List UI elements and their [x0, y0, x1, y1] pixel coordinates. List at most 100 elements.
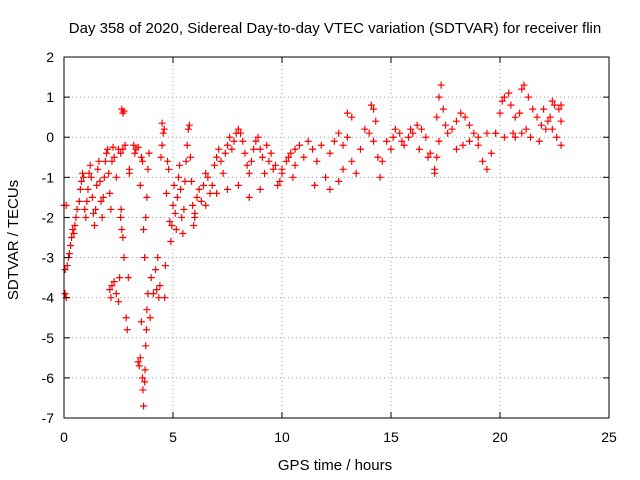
- data-point: [535, 137, 543, 145]
- data-point: [121, 141, 129, 149]
- y-tick-label: -2: [42, 209, 55, 225]
- data-point: [465, 137, 473, 145]
- x-axis-label: GPS time / hours: [278, 457, 392, 474]
- data-point: [409, 129, 417, 137]
- data-point: [189, 201, 197, 209]
- data-point: [224, 141, 231, 149]
- data-point: [112, 290, 120, 298]
- data-point: [287, 149, 295, 157]
- data-point: [93, 181, 101, 189]
- data-point: [413, 121, 421, 129]
- data-point: [154, 254, 162, 262]
- data-point: [237, 129, 245, 137]
- data-point: [210, 161, 218, 169]
- data-point: [120, 107, 128, 115]
- data-point: [176, 161, 184, 169]
- data-point: [138, 374, 146, 382]
- data-point: [72, 213, 80, 221]
- data-point: [370, 105, 378, 113]
- data-point: [146, 314, 154, 322]
- data-point: [103, 149, 111, 157]
- data-point: [122, 314, 130, 322]
- data-point: [197, 197, 205, 205]
- x-tick-label: 15: [383, 429, 399, 445]
- data-point: [141, 254, 149, 262]
- data-point: [274, 181, 282, 189]
- data-point: [118, 225, 126, 233]
- data-point: [404, 133, 412, 141]
- data-point: [131, 149, 139, 157]
- data-point: [106, 189, 114, 197]
- x-tick-label: 0: [60, 429, 68, 445]
- data-point: [141, 366, 149, 374]
- data-point: [551, 101, 558, 109]
- data-point: [157, 153, 165, 161]
- data-point: [433, 113, 441, 121]
- data-point: [162, 189, 170, 197]
- data-point: [461, 113, 469, 121]
- data-point: [442, 121, 449, 129]
- data-point: [183, 141, 191, 149]
- data-point: [158, 119, 166, 127]
- data-point: [76, 185, 84, 193]
- x-tick-label: 20: [492, 429, 508, 445]
- data-point: [110, 278, 118, 286]
- data-point: [95, 157, 103, 165]
- data-point: [161, 262, 169, 270]
- data-point: [169, 201, 177, 209]
- data-point: [153, 286, 161, 294]
- data-point: [234, 181, 242, 189]
- data-point: [400, 141, 408, 149]
- data-point: [117, 149, 125, 157]
- data-point: [142, 342, 150, 350]
- y-axis-label: SDTVAR / TECUs: [5, 180, 22, 300]
- data-point: [221, 149, 229, 157]
- data-point: [356, 145, 364, 153]
- data-point: [459, 141, 467, 149]
- y-tick-label: -3: [42, 250, 55, 266]
- data-point: [206, 189, 214, 197]
- y-tick-label: -7: [42, 410, 55, 426]
- plot-frame: [63, 56, 610, 419]
- data-point: [498, 97, 506, 105]
- data-point: [507, 101, 515, 109]
- data-point: [339, 141, 347, 149]
- data-point: [269, 165, 277, 173]
- data-point: [71, 221, 79, 229]
- data-point: [522, 125, 530, 133]
- data-point: [141, 378, 149, 386]
- data-point: [247, 157, 255, 165]
- data-point: [116, 274, 124, 282]
- data-point: [313, 157, 321, 165]
- data-point: [500, 93, 508, 101]
- data-point: [83, 197, 91, 205]
- data-point: [479, 157, 487, 165]
- data-point: [415, 145, 423, 153]
- x-tick-label: 10: [274, 429, 290, 445]
- data-point: [435, 93, 443, 101]
- data-point: [159, 129, 167, 137]
- data-point: [555, 105, 563, 113]
- data-point: [149, 290, 157, 298]
- data-point: [256, 145, 264, 153]
- data-point: [110, 153, 118, 161]
- data-point: [540, 105, 548, 113]
- data-point: [139, 386, 147, 394]
- data-point: [230, 137, 238, 145]
- data-point: [138, 157, 146, 165]
- data-point: [119, 234, 127, 241]
- data-point: [164, 157, 172, 165]
- data-point: [520, 81, 528, 89]
- data-point: [261, 169, 269, 177]
- data-point: [245, 193, 253, 201]
- data-point: [228, 145, 236, 153]
- data-point: [326, 149, 334, 157]
- data-point: [339, 165, 347, 173]
- data-point: [278, 165, 286, 173]
- data-point: [254, 133, 262, 141]
- data-point: [282, 157, 290, 165]
- data-point: [548, 125, 556, 133]
- data-point: [135, 362, 143, 370]
- data-point: [439, 105, 447, 113]
